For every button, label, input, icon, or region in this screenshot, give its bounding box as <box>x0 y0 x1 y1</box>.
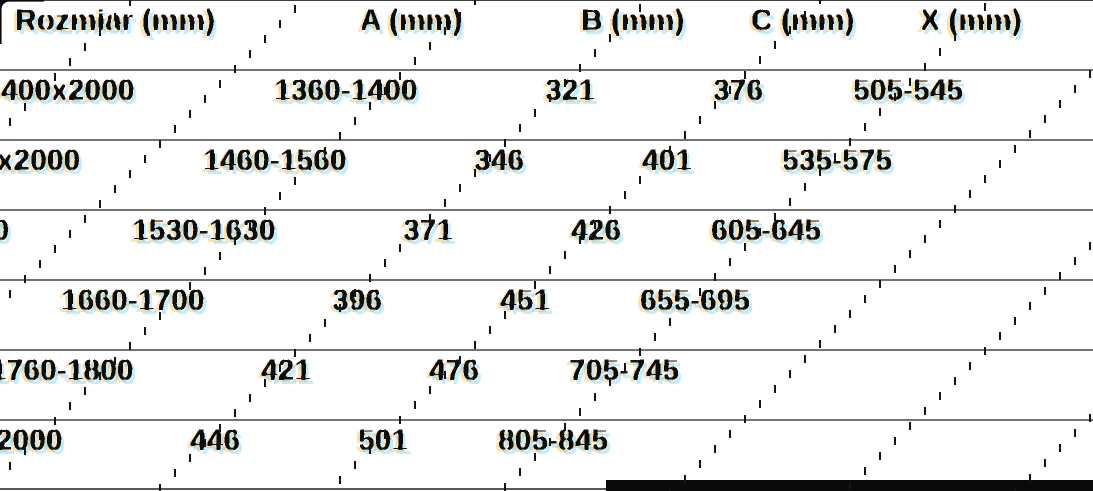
svg-text:605-645: 605-645 <box>711 214 821 247</box>
svg-text:1530-1630: 1530-1630 <box>132 214 275 247</box>
svg-text:476: 476 <box>429 354 479 387</box>
svg-text:C (mm): C (mm) <box>751 4 854 37</box>
svg-text:346: 346 <box>474 144 524 177</box>
svg-text:401: 401 <box>642 144 692 177</box>
svg-text:371: 371 <box>403 214 453 247</box>
svg-text:501: 501 <box>358 424 408 457</box>
svg-text:1660-1700: 1660-1700 <box>61 284 204 317</box>
svg-text:535-575: 535-575 <box>782 144 892 177</box>
svg-text:1600x2000: 1600x2000 <box>0 214 9 247</box>
svg-text:505-545: 505-545 <box>853 74 963 107</box>
svg-text:B (mm): B (mm) <box>581 4 684 37</box>
svg-text:805-845: 805-845 <box>498 424 608 457</box>
svg-text:396: 396 <box>332 284 382 317</box>
svg-text:446: 446 <box>190 424 240 457</box>
svg-text:426: 426 <box>571 214 621 247</box>
svg-text:1760-1800: 1760-1800 <box>0 354 133 387</box>
svg-text:321: 321 <box>545 74 595 107</box>
svg-text:451: 451 <box>500 284 550 317</box>
svg-text:421: 421 <box>261 354 311 387</box>
svg-text:A (mm): A (mm) <box>360 4 462 37</box>
svg-text:1960-2000: 1960-2000 <box>0 424 62 457</box>
svg-text:1360-1400: 1360-1400 <box>274 74 417 107</box>
svg-text:655-695: 655-695 <box>640 284 750 317</box>
svg-text:376: 376 <box>713 74 763 107</box>
svg-text:400x2000: 400x2000 <box>1 74 134 107</box>
svg-text:1500x2000: 1500x2000 <box>0 144 80 177</box>
